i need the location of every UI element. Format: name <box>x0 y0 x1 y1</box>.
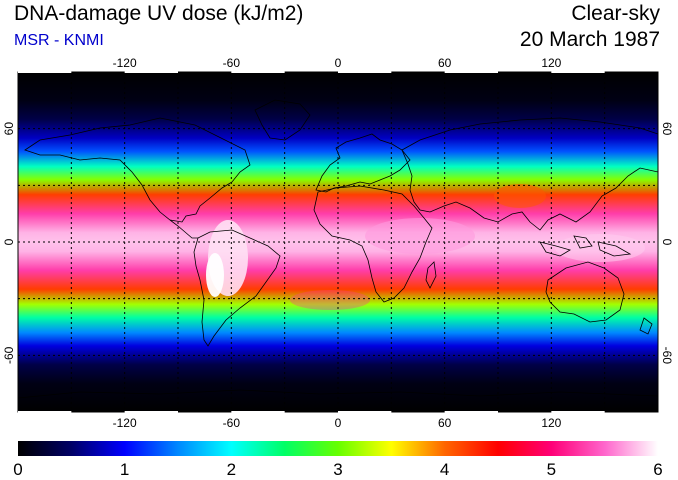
frame-band-top-2 <box>124 70 178 73</box>
frame-band-top-4 <box>231 70 285 73</box>
frame-band-top-8 <box>444 70 498 73</box>
map-frame-bands <box>18 70 605 414</box>
lon-tick-top-4: 120 <box>541 56 561 70</box>
lat-tick-right-2: -60 <box>660 347 674 365</box>
colorbar-label-2: 2 <box>227 460 236 479</box>
africa-high-dose <box>365 218 475 254</box>
frame-band-bottom-4 <box>231 411 285 414</box>
lon-tick-bottom-0: -120 <box>113 416 137 430</box>
map-title: DNA-damage UV dose (kJ/m2) <box>14 2 304 25</box>
south-america-coast <box>193 229 281 347</box>
lon-tick-top-0: -120 <box>113 56 137 70</box>
asia-coast <box>401 117 658 231</box>
lat-tick-right-0: 60 <box>660 122 674 136</box>
lon-tick-bottom-3: 60 <box>438 416 452 430</box>
colorbar-label-6: 6 <box>653 460 662 479</box>
frame-band-bottom-8 <box>444 411 498 414</box>
antarctica-coast <box>18 389 658 399</box>
map-ticks: -120 -120 -60 -60 0 0 60 60 120 120 60 60 0 0 -60 -60 <box>2 56 674 430</box>
south-atlantic-band <box>290 290 370 310</box>
lon-tick-top-3: 60 <box>438 56 452 70</box>
frame-band-top-10 <box>551 70 605 73</box>
colorbar-label-0: 0 <box>13 460 22 479</box>
colorbar-label-1: 1 <box>120 460 129 479</box>
altiplano-peak <box>206 253 224 297</box>
lon-tick-top-1: -60 <box>223 56 241 70</box>
greenland-coast <box>254 99 311 141</box>
frame-band-top-6 <box>338 70 392 73</box>
colorbar-label-4: 4 <box>440 460 449 479</box>
africa-coast <box>313 185 433 303</box>
frame-band-top-0 <box>18 70 72 73</box>
frame-band-bottom-6 <box>338 411 392 414</box>
new-zealand-coast <box>639 317 653 335</box>
graticule <box>18 72 658 412</box>
lat-tick-left-2: -60 <box>2 346 16 364</box>
madagascar-coast <box>425 261 437 289</box>
map-date: 20 March 1987 <box>519 28 660 51</box>
frame-band-bottom-2 <box>124 411 178 414</box>
sky-condition: Clear-sky <box>571 2 660 25</box>
central-america-coast <box>169 219 198 239</box>
map-source: MSR - KNMI <box>14 32 104 49</box>
lon-tick-bottom-1: -60 <box>223 416 241 430</box>
tibet-high-dose <box>494 184 546 208</box>
colorbar-label-3: 3 <box>333 460 342 479</box>
lat-tick-left-1: 0 <box>2 238 16 245</box>
lon-tick-bottom-4: 120 <box>541 416 561 430</box>
lon-tick-bottom-2: 0 <box>335 416 342 430</box>
colorbar <box>18 441 658 456</box>
indonesia-coast <box>539 235 632 257</box>
maritime-continent <box>555 234 645 262</box>
map-field <box>18 72 658 412</box>
lat-tick-right-1: 0 <box>660 239 674 246</box>
regional-variations <box>206 184 645 310</box>
coastlines <box>18 99 658 399</box>
frame-band-bottom-10 <box>551 411 605 414</box>
frame-band-bottom-0 <box>18 411 72 414</box>
north-america-coast <box>24 117 251 223</box>
lon-tick-top-2: 0 <box>335 56 342 70</box>
lat-tick-left-0: 60 <box>2 122 16 136</box>
colorbar-label-5: 5 <box>547 460 556 479</box>
colorbar-labels: 0 1 2 3 4 5 6 <box>13 460 662 479</box>
